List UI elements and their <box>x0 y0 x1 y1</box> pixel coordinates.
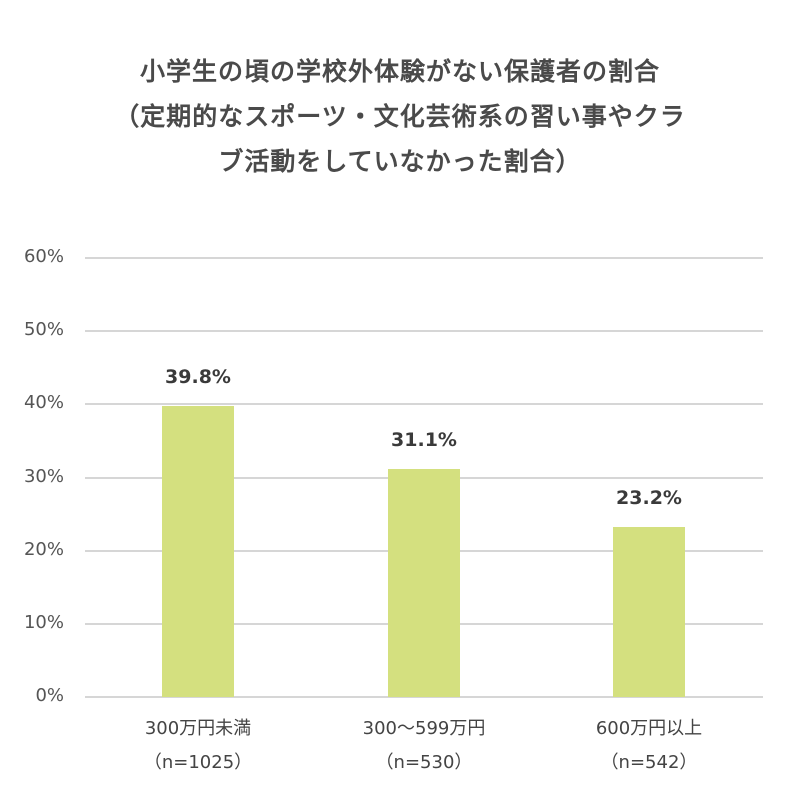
bar <box>162 405 234 697</box>
bar-value-label: 39.8% <box>165 365 231 388</box>
x-axis-category-label: 300万円未満 （n=1025） <box>98 712 298 780</box>
chart-title-line-2: （定期的なスポーツ・文化芸術系の習い事やクラ <box>114 102 686 131</box>
x-axis-category-label: 300～599万円 （n=530） <box>324 712 524 780</box>
bar-value-label: 23.2% <box>616 487 682 510</box>
gridline <box>85 403 763 406</box>
bar-value-label: 31.1% <box>391 429 457 452</box>
y-axis-tick-label: 50% <box>23 319 64 341</box>
category-name: 600万円以上 <box>595 718 703 739</box>
category-name: 300万円未満 <box>144 718 252 739</box>
category-sample-size: （n=530） <box>375 752 473 773</box>
chart-title-line-3: ブ活動をしていなかった割合） <box>218 147 582 176</box>
y-axis-tick-label: 30% <box>23 465 64 487</box>
y-axis-tick-label: 10% <box>23 611 64 633</box>
x-axis-category-label: 600万円以上 （n=542） <box>549 712 749 780</box>
y-axis-tick-label: 40% <box>23 392 64 414</box>
bar <box>388 469 460 697</box>
y-axis-tick-label: 60% <box>23 246 64 267</box>
chart-title-line-1: 小学生の頃の学校外体験がない保護者の割合 <box>139 57 660 86</box>
gridline <box>85 330 763 333</box>
bar <box>613 527 685 697</box>
gridline <box>85 257 763 259</box>
category-sample-size: （n=1025） <box>143 752 253 773</box>
category-sample-size: （n=542） <box>600 752 698 773</box>
gridline <box>85 696 763 698</box>
category-name: 300～599万円 <box>362 718 486 739</box>
y-axis-tick-label: 20% <box>23 538 64 560</box>
y-axis-tick-label: 0% <box>35 685 64 706</box>
